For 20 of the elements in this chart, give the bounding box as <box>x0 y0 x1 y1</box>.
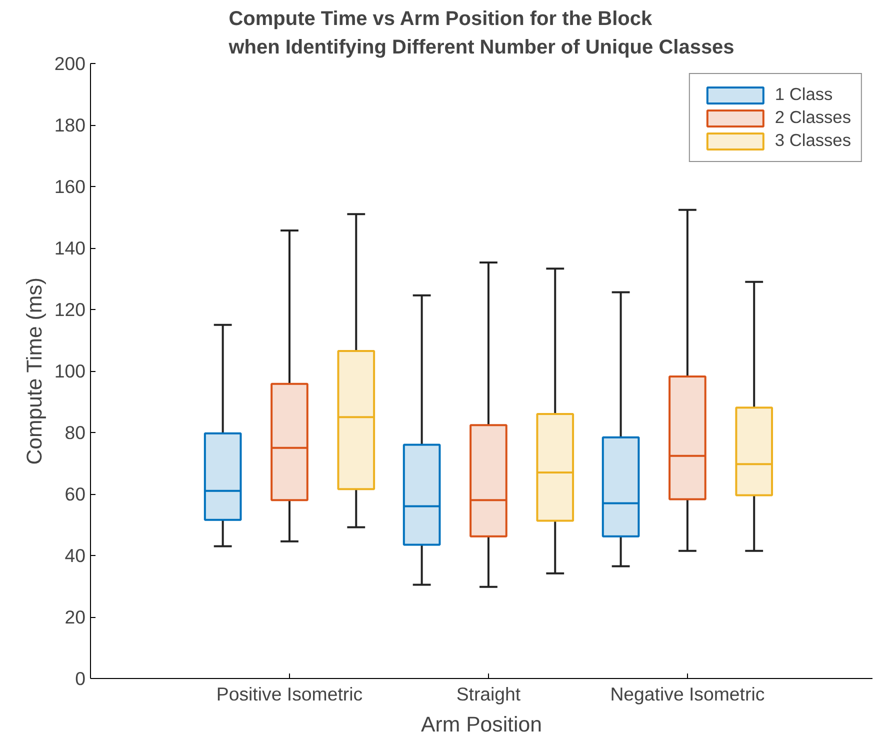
legend-label: 1 Class <box>774 84 833 105</box>
y-tick-label: 20 <box>64 606 86 628</box>
y-tick-label: 180 <box>54 114 86 136</box>
x-tick-label: Straight <box>456 684 522 704</box>
legend-label: 2 Classes <box>774 107 851 128</box>
legend-label: 3 Classes <box>774 130 851 151</box>
y-tick-label: 80 <box>64 422 86 443</box>
x-tick-label: Negative Isometric <box>610 684 765 704</box>
y-tick-label: 160 <box>54 176 86 197</box>
y-tick-label: 100 <box>54 360 86 382</box>
y-tick-label: 0 <box>75 668 86 689</box>
x-axis-title: Arm Position <box>421 712 542 736</box>
y-tick-label: 200 <box>54 53 86 74</box>
y-tick-label: 120 <box>54 299 86 320</box>
y-tick-label: 60 <box>64 484 86 504</box>
y-tick-label: 140 <box>54 238 86 258</box>
y-tick-label: 40 <box>64 545 86 566</box>
x-tick-label: Positive Isometric <box>216 684 363 704</box>
y-axis-title: Compute Time (ms) <box>22 278 46 465</box>
chart-title: Compute Time vs Arm Position for the Block when Identifying Different Number of Unique Classes <box>228 8 734 58</box>
